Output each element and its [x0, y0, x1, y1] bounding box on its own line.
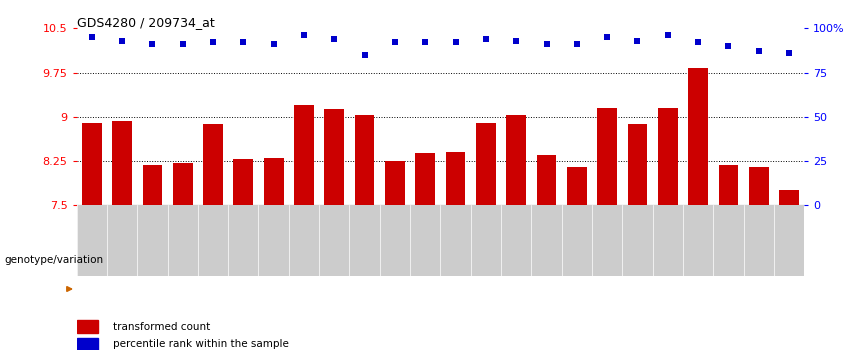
Bar [688, 68, 708, 205]
Point [388, 40, 402, 45]
Point [510, 38, 523, 44]
Point [357, 52, 371, 58]
Text: wild type: wild type [230, 249, 287, 261]
Bar [537, 155, 557, 205]
Point [115, 38, 129, 44]
Bar [77, 338, 99, 350]
Bar [446, 152, 465, 205]
Bar [233, 159, 254, 205]
Bar [506, 115, 526, 205]
Point [176, 41, 190, 47]
Text: transformed count: transformed count [113, 321, 210, 332]
Bar [385, 161, 405, 205]
Bar [324, 109, 344, 205]
Bar [780, 190, 799, 205]
Point [206, 40, 220, 45]
Bar [264, 158, 283, 205]
Bar [627, 124, 648, 205]
Point [570, 41, 584, 47]
Bar [749, 167, 768, 205]
Bar [718, 165, 739, 205]
Bar [567, 167, 586, 205]
Bar [112, 121, 132, 205]
Point [419, 40, 432, 45]
Bar [476, 123, 496, 205]
Bar [440, 234, 804, 276]
Bar [82, 123, 101, 205]
Point [479, 36, 493, 42]
Bar [355, 115, 374, 205]
Point [146, 41, 159, 47]
Text: genotype/variation: genotype/variation [4, 255, 103, 265]
Point [328, 36, 341, 42]
Bar [173, 163, 192, 205]
Point [448, 40, 462, 45]
Text: percentile rank within the sample: percentile rank within the sample [113, 339, 288, 349]
Point [752, 48, 766, 54]
Point [631, 38, 644, 44]
Point [782, 50, 796, 56]
Point [600, 34, 614, 40]
Bar [415, 153, 435, 205]
Point [297, 33, 311, 38]
Text: BCOR mutation: BCOR mutation [574, 249, 671, 261]
Point [85, 34, 99, 40]
Bar [77, 234, 440, 276]
Point [267, 41, 281, 47]
Point [691, 40, 705, 45]
Point [237, 40, 250, 45]
Point [540, 41, 553, 47]
Bar [597, 108, 617, 205]
Text: GDS4280 / 209734_at: GDS4280 / 209734_at [77, 16, 214, 29]
Bar [294, 105, 314, 205]
Bar [142, 165, 163, 205]
Point [722, 43, 735, 49]
Bar [658, 108, 677, 205]
Bar [203, 125, 223, 205]
Point [661, 33, 675, 38]
Bar [77, 320, 99, 333]
